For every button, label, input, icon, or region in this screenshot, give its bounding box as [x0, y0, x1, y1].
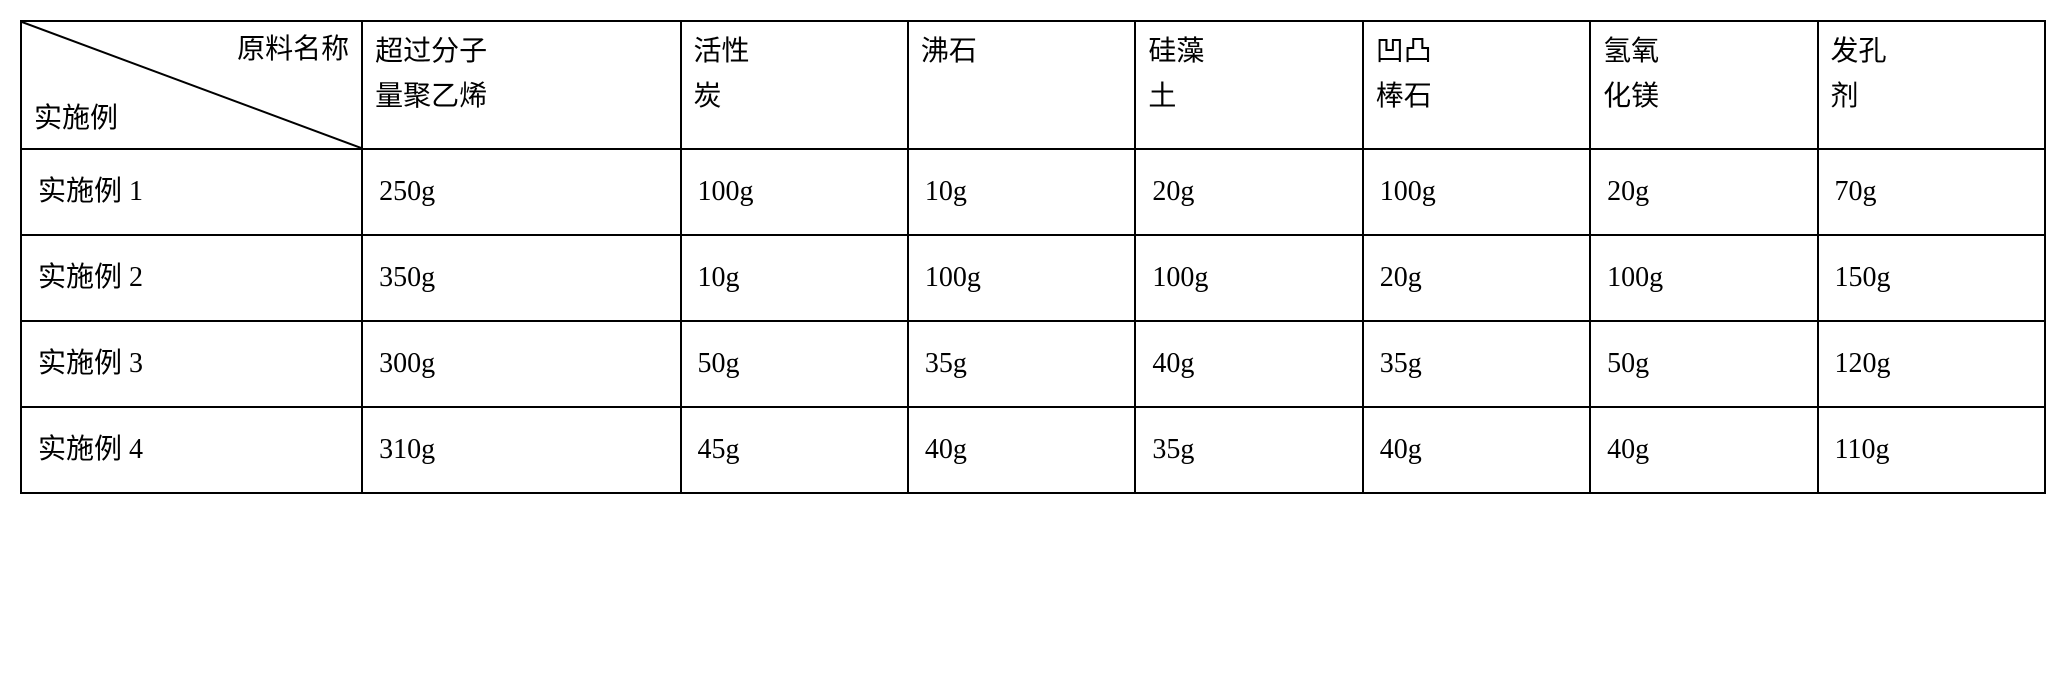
cell: 100g	[1135, 235, 1362, 321]
table-row: 实施例 1 250g 100g 10g 20g 100g 20g 70g	[21, 149, 2045, 235]
cell: 350g	[362, 235, 680, 321]
cell: 150g	[1818, 235, 2045, 321]
cell: 40g	[908, 407, 1135, 493]
cell: 50g	[1590, 321, 1817, 407]
materials-table: 原料名称 实施例 超过分子量聚乙烯 活性炭 沸石 硅藻土 凹凸棒石 氢氧化镁 发…	[20, 20, 2046, 494]
cell: 35g	[908, 321, 1135, 407]
col-header: 硅藻土	[1135, 21, 1362, 149]
cell: 40g	[1363, 407, 1590, 493]
cell: 35g	[1363, 321, 1590, 407]
row-label: 实施例 2	[21, 235, 362, 321]
cell: 110g	[1818, 407, 2045, 493]
cell: 40g	[1590, 407, 1817, 493]
diagonal-bottom-label: 实施例	[34, 97, 118, 142]
col-header: 活性炭	[681, 21, 908, 149]
cell: 300g	[362, 321, 680, 407]
cell: 10g	[681, 235, 908, 321]
cell: 100g	[681, 149, 908, 235]
cell: 100g	[1590, 235, 1817, 321]
cell: 20g	[1590, 149, 1817, 235]
diagonal-top-label: 原料名称	[237, 28, 349, 73]
cell: 250g	[362, 149, 680, 235]
table-row: 实施例 4 310g 45g 40g 35g 40g 40g 110g	[21, 407, 2045, 493]
col-header: 发孔剂	[1818, 21, 2045, 149]
cell: 40g	[1135, 321, 1362, 407]
header-row: 原料名称 实施例 超过分子量聚乙烯 活性炭 沸石 硅藻土 凹凸棒石 氢氧化镁 发…	[21, 21, 2045, 149]
cell: 100g	[908, 235, 1135, 321]
col-header: 超过分子量聚乙烯	[362, 21, 680, 149]
cell: 20g	[1135, 149, 1362, 235]
cell: 10g	[908, 149, 1135, 235]
table-row: 实施例 3 300g 50g 35g 40g 35g 50g 120g	[21, 321, 2045, 407]
col-header: 凹凸棒石	[1363, 21, 1590, 149]
table-row: 实施例 2 350g 10g 100g 100g 20g 100g 150g	[21, 235, 2045, 321]
diagonal-header-cell: 原料名称 实施例	[21, 21, 362, 149]
table-body: 实施例 1 250g 100g 10g 20g 100g 20g 70g 实施例…	[21, 149, 2045, 493]
cell: 45g	[681, 407, 908, 493]
cell: 310g	[362, 407, 680, 493]
cell: 35g	[1135, 407, 1362, 493]
cell: 120g	[1818, 321, 2045, 407]
row-label: 实施例 4	[21, 407, 362, 493]
cell: 100g	[1363, 149, 1590, 235]
row-label: 实施例 3	[21, 321, 362, 407]
cell: 20g	[1363, 235, 1590, 321]
col-header: 氢氧化镁	[1590, 21, 1817, 149]
cell: 70g	[1818, 149, 2045, 235]
row-label: 实施例 1	[21, 149, 362, 235]
cell: 50g	[681, 321, 908, 407]
col-header: 沸石	[908, 21, 1135, 149]
